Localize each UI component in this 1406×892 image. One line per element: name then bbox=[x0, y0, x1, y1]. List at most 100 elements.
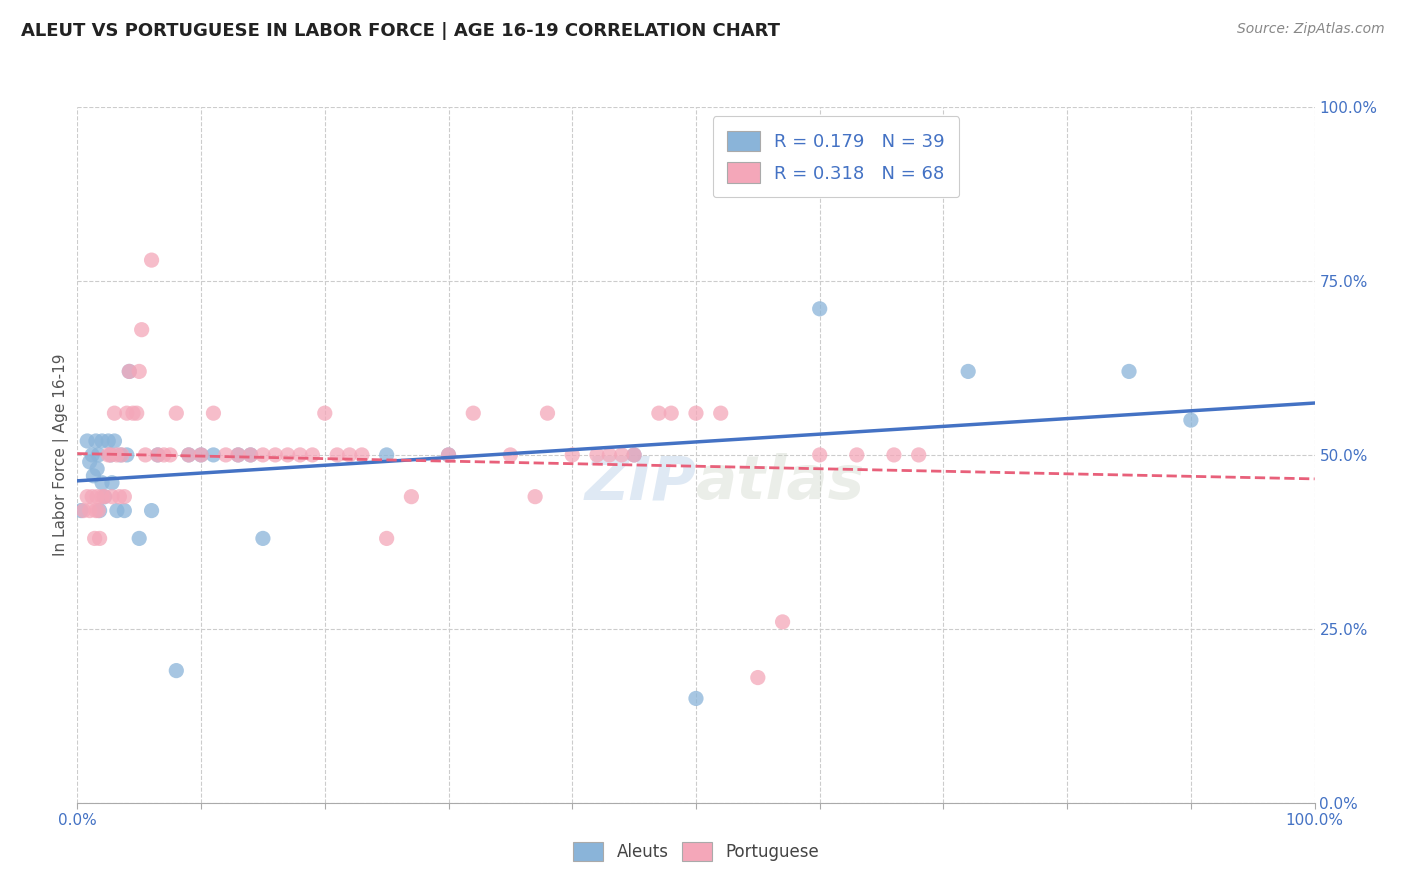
Point bbox=[91, 475, 114, 490]
Point bbox=[108, 490, 131, 504]
Point bbox=[808, 448, 831, 462]
Point bbox=[103, 406, 125, 420]
Point bbox=[101, 490, 124, 504]
Point bbox=[82, 448, 104, 462]
Point bbox=[685, 691, 707, 706]
Point bbox=[118, 364, 141, 378]
Point bbox=[84, 503, 107, 517]
Point bbox=[122, 406, 145, 420]
Point bbox=[70, 503, 93, 517]
Point bbox=[141, 253, 163, 268]
Point bbox=[610, 448, 633, 462]
Point bbox=[146, 448, 169, 462]
Point bbox=[76, 490, 98, 504]
Point bbox=[623, 448, 645, 462]
Point bbox=[103, 434, 125, 448]
Point bbox=[86, 490, 108, 504]
Point bbox=[252, 532, 274, 546]
Point bbox=[1118, 364, 1140, 378]
Point bbox=[115, 406, 138, 420]
Legend: Aleuts, Portuguese: Aleuts, Portuguese bbox=[560, 829, 832, 874]
Point bbox=[165, 664, 187, 678]
Text: ZIP: ZIP bbox=[583, 453, 696, 512]
Point bbox=[772, 615, 794, 629]
Point bbox=[146, 448, 169, 462]
Y-axis label: In Labor Force | Age 16-19: In Labor Force | Age 16-19 bbox=[53, 353, 69, 557]
Point bbox=[97, 448, 120, 462]
Point bbox=[301, 448, 323, 462]
Point bbox=[437, 448, 460, 462]
Point bbox=[101, 475, 124, 490]
Point bbox=[326, 448, 349, 462]
Point bbox=[314, 406, 336, 420]
Point bbox=[177, 448, 200, 462]
Point bbox=[264, 448, 287, 462]
Point bbox=[598, 448, 620, 462]
Point bbox=[82, 468, 104, 483]
Point bbox=[499, 448, 522, 462]
Point bbox=[153, 448, 176, 462]
Point bbox=[252, 448, 274, 462]
Point bbox=[91, 434, 114, 448]
Point bbox=[277, 448, 299, 462]
Point bbox=[82, 490, 104, 504]
Point bbox=[89, 503, 111, 517]
Point bbox=[524, 490, 547, 504]
Text: atlas: atlas bbox=[696, 453, 865, 512]
Point bbox=[239, 448, 262, 462]
Point bbox=[1180, 413, 1202, 427]
Point bbox=[87, 503, 110, 517]
Point bbox=[288, 448, 311, 462]
Point bbox=[134, 448, 156, 462]
Point bbox=[685, 406, 707, 420]
Point bbox=[72, 503, 94, 517]
Point bbox=[586, 448, 609, 462]
Point bbox=[957, 364, 980, 378]
Point bbox=[83, 532, 105, 546]
Point bbox=[105, 448, 128, 462]
Point bbox=[339, 448, 361, 462]
Point bbox=[159, 448, 181, 462]
Point bbox=[112, 503, 135, 517]
Point bbox=[79, 503, 101, 517]
Point bbox=[177, 448, 200, 462]
Point bbox=[375, 532, 398, 546]
Point bbox=[79, 455, 101, 469]
Point bbox=[202, 448, 225, 462]
Point bbox=[808, 301, 831, 316]
Point bbox=[76, 434, 98, 448]
Point bbox=[215, 448, 238, 462]
Point bbox=[97, 434, 120, 448]
Point bbox=[84, 434, 107, 448]
Point bbox=[226, 448, 249, 462]
Point bbox=[623, 448, 645, 462]
Point bbox=[91, 490, 114, 504]
Point bbox=[845, 448, 868, 462]
Point bbox=[86, 462, 108, 476]
Point bbox=[710, 406, 733, 420]
Point bbox=[463, 406, 485, 420]
Point bbox=[89, 532, 111, 546]
Point bbox=[747, 671, 769, 685]
Point bbox=[110, 448, 132, 462]
Point bbox=[87, 448, 110, 462]
Point bbox=[437, 448, 460, 462]
Point bbox=[141, 503, 163, 517]
Text: ALEUT VS PORTUGUESE IN LABOR FORCE | AGE 16-19 CORRELATION CHART: ALEUT VS PORTUGUESE IN LABOR FORCE | AGE… bbox=[21, 22, 780, 40]
Point bbox=[131, 323, 153, 337]
Point bbox=[100, 448, 122, 462]
Point bbox=[190, 448, 212, 462]
Point bbox=[100, 448, 122, 462]
Point bbox=[659, 406, 682, 420]
Point bbox=[165, 406, 187, 420]
Text: Source: ZipAtlas.com: Source: ZipAtlas.com bbox=[1237, 22, 1385, 37]
Point bbox=[115, 448, 138, 462]
Point bbox=[239, 448, 262, 462]
Point bbox=[128, 532, 150, 546]
Point bbox=[907, 448, 929, 462]
Point bbox=[128, 364, 150, 378]
Point bbox=[125, 406, 148, 420]
Point bbox=[93, 490, 115, 504]
Point bbox=[118, 364, 141, 378]
Point bbox=[350, 448, 373, 462]
